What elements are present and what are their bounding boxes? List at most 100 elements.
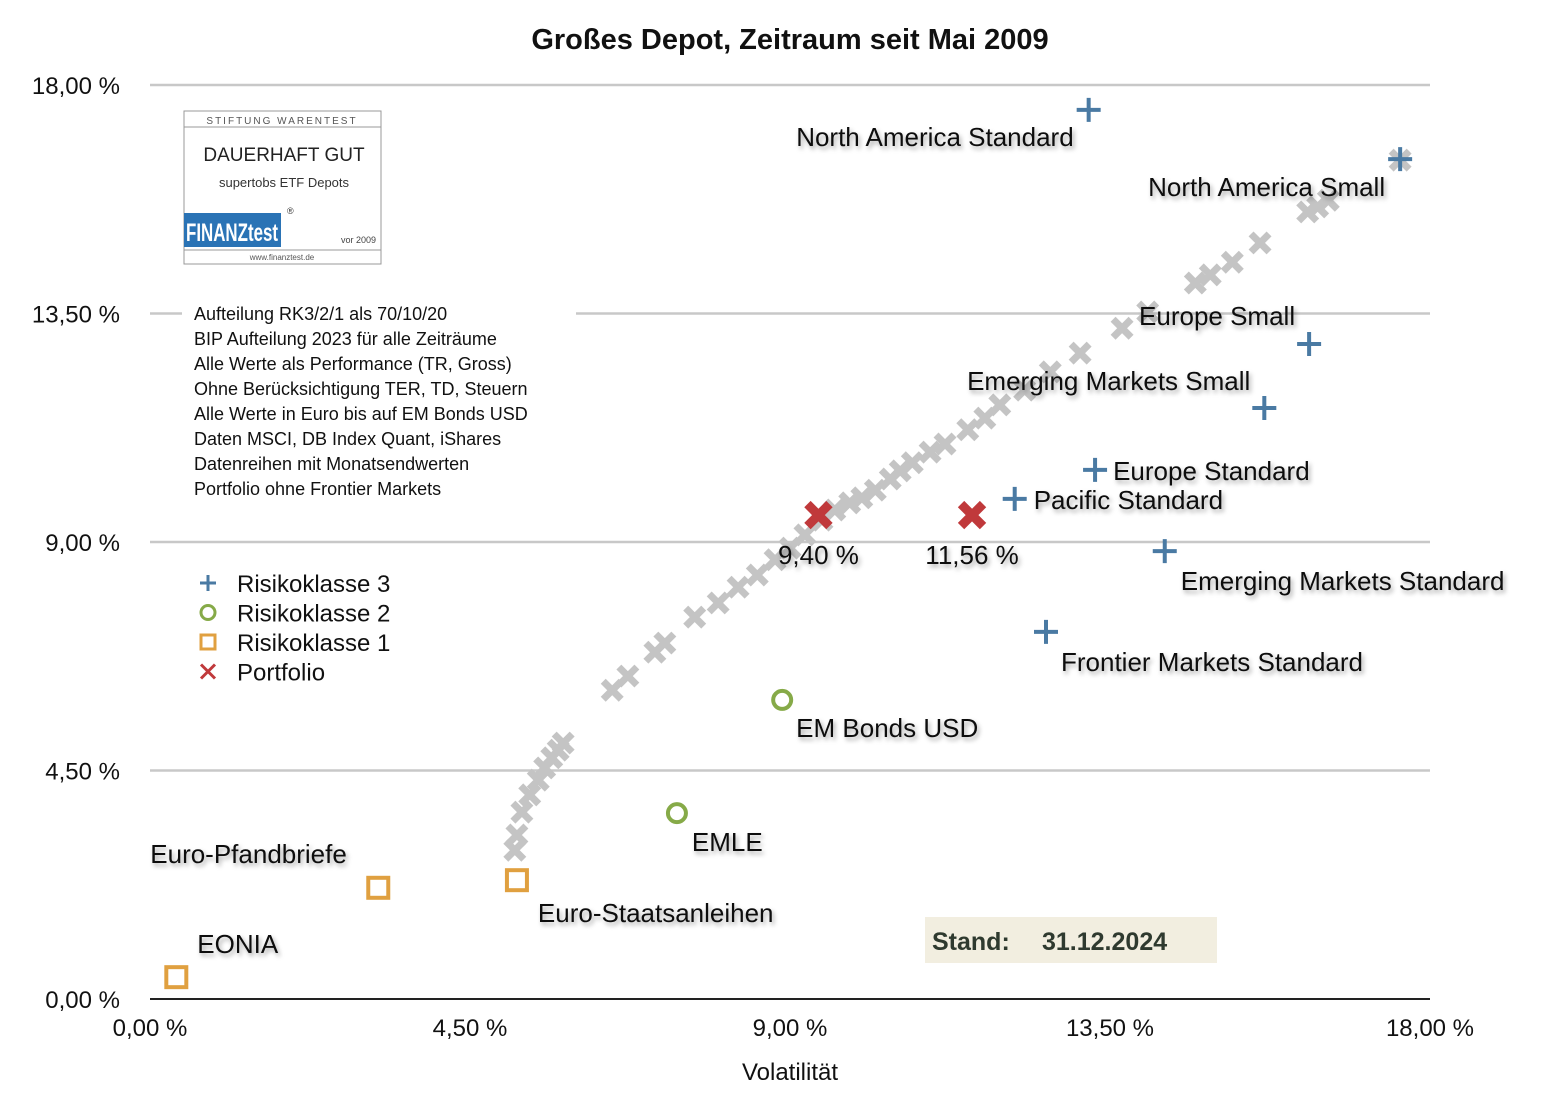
frontier-point [653, 631, 677, 655]
chart-title: Großes Depot, Zeitraum seit Mai 2009 [531, 24, 1048, 56]
x-tick-label: 13,50 % [1066, 1015, 1154, 1042]
plus-marker-shape [1076, 97, 1101, 122]
data-point [1076, 97, 1101, 122]
legend-label: Risikoklasse 2 [237, 601, 390, 628]
circle-icon [199, 604, 217, 621]
x-marker-shape [1136, 300, 1160, 324]
x-marker-shape [1183, 271, 1207, 295]
frontier-point [900, 451, 924, 475]
point-label: Euro-Staatsanleihen [538, 898, 774, 928]
x-marker-shape [1316, 188, 1340, 212]
annotation-line: Portfolio ohne Frontier Markets [194, 479, 441, 499]
x-marker-shape [850, 486, 874, 510]
svg-text:supertobs ETF Depots: supertobs ETF Depots [219, 175, 350, 190]
point-label: Pacific Standard [1034, 485, 1223, 515]
svg-text:®: ® [287, 206, 294, 216]
frontier-point [551, 731, 575, 755]
point-label: North America Standard [796, 122, 1073, 152]
x-tick-label: 4,50 % [433, 1015, 508, 1042]
x-marker-shape [745, 563, 769, 587]
annotation-line: Aufteilung RK3/2/1 als 70/10/20 [194, 304, 447, 324]
x-marker-shape [526, 768, 550, 792]
y-tick-label: 18,00 % [32, 73, 120, 100]
x-marker-shape [616, 664, 640, 688]
data-point [1252, 395, 1277, 420]
legend-item: Portfolio [199, 660, 325, 687]
frontier-point [956, 418, 980, 442]
data-point [366, 875, 391, 900]
square-marker-shape [164, 965, 189, 990]
x-marker-shape [726, 575, 750, 599]
data-point [771, 688, 794, 711]
point-label: EM Bonds USD [796, 713, 978, 743]
plus-icon [200, 575, 216, 591]
portfolio-label: 11,56 % [925, 540, 1018, 570]
x-tick-label: 18,00 % [1386, 1015, 1474, 1042]
square-marker-shape [504, 868, 529, 893]
x-marker-shape [706, 591, 730, 615]
svg-text:31.12.2024: 31.12.2024 [1042, 928, 1167, 956]
x-marker-shape [804, 500, 833, 530]
frontier-point [1013, 378, 1037, 402]
legend-item: Risikoklasse 3 [200, 571, 390, 598]
annotation-line: Daten MSCI, DB Index Quant, iShares [194, 429, 501, 449]
frontier-point [1038, 360, 1062, 384]
plus-marker-shape [1388, 147, 1413, 172]
annotation-line: BIP Aufteilung 2023 für alle Zeiträume [194, 329, 497, 349]
annotation-block: Aufteilung RK3/2/1 als 70/10/20 BIP Aufte… [194, 304, 528, 499]
x-marker-shape [510, 800, 534, 824]
plus-marker-shape [1152, 539, 1177, 564]
point-label: Europe Standard [1113, 456, 1310, 486]
point-label: North America Small [1148, 172, 1385, 202]
frontier-point [838, 491, 862, 515]
x-marker-shape [1220, 250, 1244, 274]
data-point [665, 802, 688, 825]
circle-marker-shape [665, 802, 688, 825]
plus-marker-shape [1083, 457, 1108, 482]
frontier-point [510, 800, 534, 824]
annotation-line: Alle Werte als Performance (TR, Gross) [194, 354, 512, 374]
svg-text:STIFTUNG WARENTEST: STIFTUNG WARENTEST [206, 116, 357, 127]
data-point [1002, 486, 1027, 511]
x-marker-shape [653, 631, 677, 655]
y-tick-label: 9,00 % [45, 530, 120, 557]
annotation-background [182, 296, 576, 504]
frontier-point [1183, 271, 1207, 295]
svg-text:DAUERHAFT GUT: DAUERHAFT GUT [203, 145, 365, 166]
frontier-point [1316, 188, 1340, 212]
y-tick-label: 4,50 % [45, 759, 120, 786]
x-tick-label: 9,00 % [753, 1015, 828, 1042]
frontier-point [726, 575, 750, 599]
point-label: EMLE [692, 827, 763, 857]
x-marker-shape [900, 451, 924, 475]
annotation-line: Ohne Berücksichtigung TER, TD, Steuern [194, 379, 528, 399]
x-marker-shape [1013, 378, 1037, 402]
square-marker-shape [366, 875, 391, 900]
frontier-point [918, 440, 942, 464]
frontier-point [1136, 300, 1160, 324]
frontier-point [526, 768, 550, 792]
frontier-point [616, 664, 640, 688]
x-marker-shape [1198, 263, 1222, 287]
x-marker-shape [683, 605, 707, 629]
legend-item: Risikoklasse 1 [199, 630, 390, 657]
data-point [1388, 147, 1413, 172]
legend: Risikoklasse 3 Risikoklasse 2Risikoklasse… [199, 571, 390, 687]
frontier-point [1248, 231, 1272, 255]
data-point [164, 965, 189, 990]
portfolio-label: 9,40 % [778, 540, 859, 570]
annotation-line: Datenreihen mit Monatsendwerten [194, 454, 469, 474]
frontier-point [1220, 250, 1244, 274]
y-tick-label: 13,50 % [32, 302, 120, 329]
data-point [1297, 331, 1322, 356]
frontier-point [518, 783, 542, 807]
x-icon [199, 663, 217, 680]
svg-text:vor 2009: vor 2009 [341, 235, 376, 245]
circle-marker-shape [771, 688, 794, 711]
svg-text:Stand:: Stand: [932, 928, 1010, 956]
x-marker-shape [933, 432, 957, 456]
point-label: Emerging Markets Small [967, 366, 1250, 396]
legend-label: Risikoklasse 3 [237, 571, 390, 598]
point-label: Emerging Markets Standard [1181, 566, 1505, 596]
